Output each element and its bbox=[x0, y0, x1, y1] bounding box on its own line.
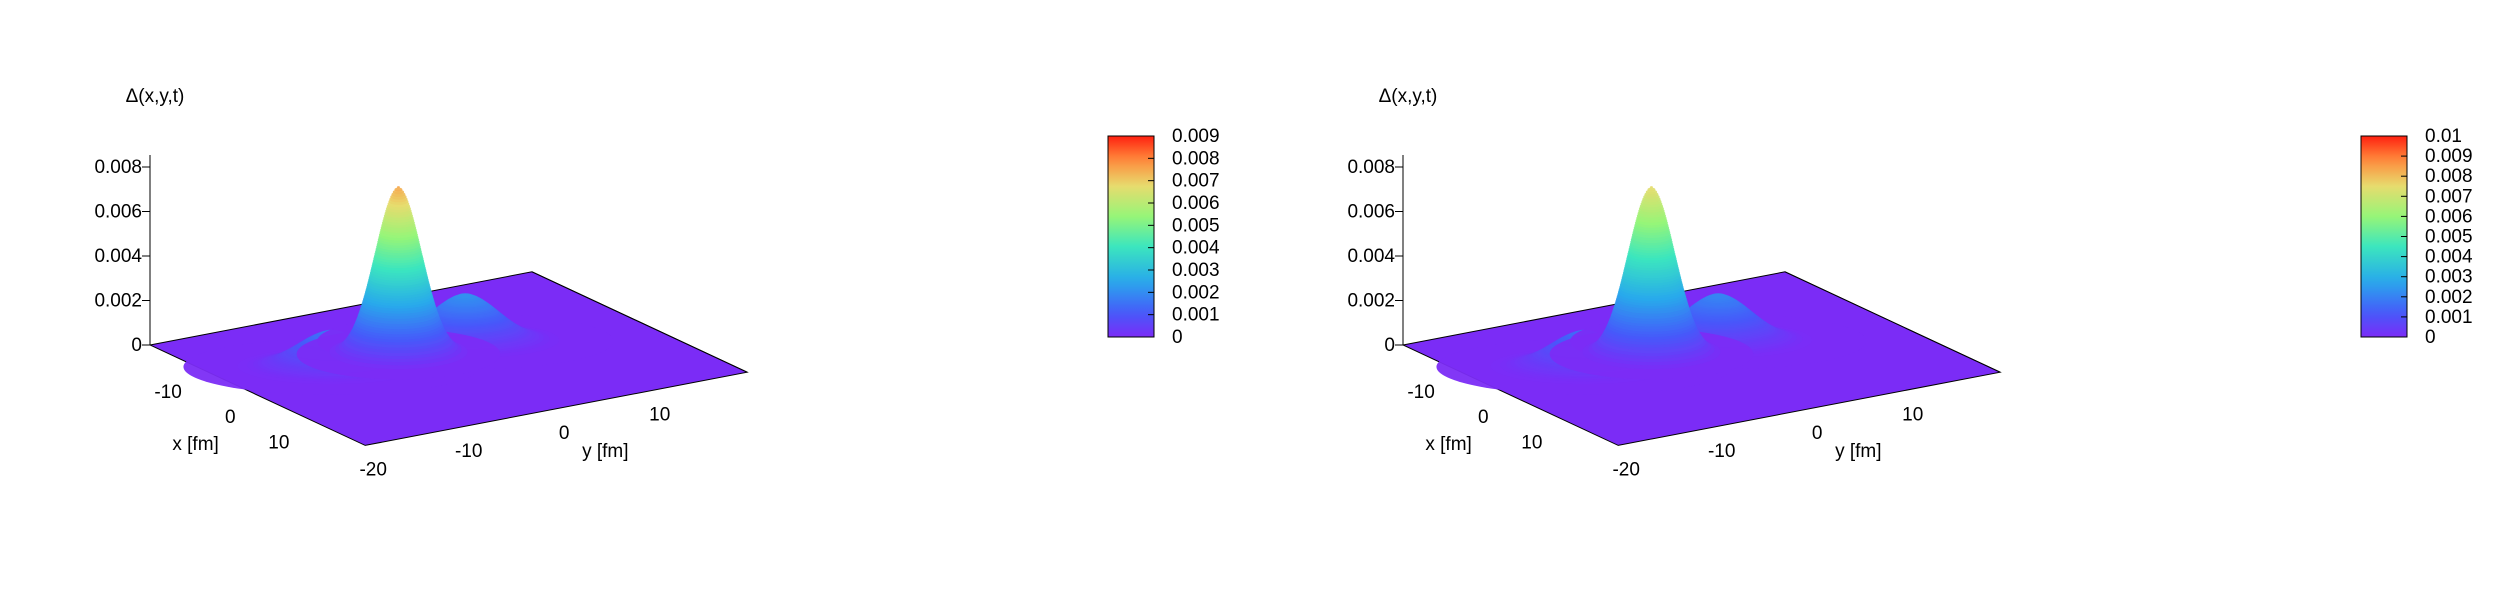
surface-level bbox=[1710, 293, 1727, 299]
y-axis-label: y [fm] bbox=[582, 441, 628, 462]
z-tick-label: 0.008 bbox=[94, 157, 142, 178]
z-tick-label: 0.002 bbox=[94, 291, 142, 312]
colorbar-tick-label: 0.002 bbox=[2425, 287, 2473, 308]
colorbar-tick-label: 0.008 bbox=[1172, 148, 1220, 169]
colorbar-tick-label: 0.009 bbox=[2425, 146, 2473, 167]
plane-edge bbox=[531, 271, 748, 373]
z-tick-label: 0.008 bbox=[1347, 157, 1395, 178]
z-tick-label: 0.004 bbox=[94, 246, 142, 267]
plane-edge bbox=[1784, 271, 2001, 373]
colorbar-tick-label: 0.005 bbox=[2425, 227, 2473, 248]
colorbar-tick-label: 0 bbox=[2425, 327, 2436, 348]
y-tick-label: -20 bbox=[359, 459, 386, 480]
colorbar-tick-label: 0.006 bbox=[2425, 206, 2473, 227]
colorbar bbox=[2360, 135, 2408, 338]
z-tick-label: 0.006 bbox=[94, 202, 142, 223]
x-tick-label: 10 bbox=[1521, 432, 1542, 453]
colorbar-tick-label: 0.008 bbox=[2425, 166, 2473, 187]
z-axis-label: Δ(x,y,t) bbox=[1379, 86, 1438, 107]
surface-peak bbox=[1549, 186, 1754, 380]
x-tick-label: -10 bbox=[1407, 382, 1434, 403]
surface-level bbox=[1647, 187, 1656, 192]
y-tick-label: -10 bbox=[455, 441, 482, 462]
surface-level bbox=[1649, 186, 1653, 189]
colorbar bbox=[1107, 135, 1155, 338]
colorbar-tick-label: 0.007 bbox=[2425, 186, 2473, 207]
y-tick-label: -10 bbox=[1708, 441, 1735, 462]
x-axis-label: x [fm] bbox=[1425, 434, 1471, 455]
surface-level bbox=[463, 293, 467, 296]
x-axis-label: x [fm] bbox=[172, 434, 218, 455]
y-tick-label: -20 bbox=[1612, 459, 1639, 480]
surface-plot-left: 0 0.002 0.004 0.006 0.008 Δ(x,y,t) -10 0 10 x [fm… bbox=[94, 86, 1220, 480]
surface-plot-left-svg: 0 0.002 0.004 0.006 0.008 Δ(x,y,t) -10 0 10 x [fm… bbox=[94, 86, 1220, 480]
y-tick-label: 0 bbox=[1812, 423, 1823, 444]
colorbar-tick-label: 0 bbox=[1172, 327, 1183, 348]
surface-plot-right-svg: 0 0.002 0.004 0.006 0.008 Δ(x,y,t) -10 0 10 x [fm… bbox=[1347, 86, 2473, 480]
colorbar-tick-label: 0.01 bbox=[2425, 126, 2462, 147]
surface-level bbox=[396, 186, 400, 189]
colorbar-tick-label: 0.003 bbox=[2425, 267, 2473, 288]
y-tick-label: 10 bbox=[1902, 405, 1923, 426]
colorbar-tick-label: 0.009 bbox=[1172, 126, 1220, 147]
colorbar-tick-label: 0.001 bbox=[1172, 305, 1220, 326]
z-tick-label: 0 bbox=[1384, 335, 1395, 356]
colorbar-tick-label: 0.001 bbox=[2425, 307, 2473, 328]
x-tick-label: 0 bbox=[225, 407, 236, 428]
colorbar-tick-label: 0.006 bbox=[1172, 193, 1220, 214]
surface-level bbox=[1716, 293, 1720, 296]
colorbar-tick-label: 0.007 bbox=[1172, 171, 1220, 192]
surface-level bbox=[394, 187, 403, 192]
x-tick-label: 10 bbox=[268, 432, 289, 453]
colorbar-tick-label: 0.003 bbox=[1172, 260, 1220, 281]
colorbar-tick-label: 0.004 bbox=[1172, 238, 1220, 259]
y-tick-label: 10 bbox=[649, 405, 670, 426]
z-tick-label: 0 bbox=[131, 335, 142, 356]
z-tick-label: 0.002 bbox=[1347, 291, 1395, 312]
surface-peak bbox=[296, 186, 501, 380]
surface-plot-right: 0 0.002 0.004 0.006 0.008 Δ(x,y,t) -10 0 10 x [fm… bbox=[1253, 0, 2506, 604]
colorbar-tick-label: 0.002 bbox=[1172, 282, 1220, 303]
surface-level bbox=[457, 293, 474, 299]
x-tick-label: 0 bbox=[1478, 407, 1489, 428]
z-tick-label: 0.004 bbox=[1347, 246, 1395, 267]
x-tick-label: -10 bbox=[154, 382, 181, 403]
z-axis-label: Δ(x,y,t) bbox=[126, 86, 185, 107]
colorbar-tick-label: 0.004 bbox=[2425, 247, 2473, 268]
colorbar-tick-label: 0.005 bbox=[1172, 215, 1220, 236]
z-tick-label: 0.006 bbox=[1347, 202, 1395, 223]
y-axis-label: y [fm] bbox=[1835, 441, 1881, 462]
y-tick-label: 0 bbox=[559, 423, 570, 444]
